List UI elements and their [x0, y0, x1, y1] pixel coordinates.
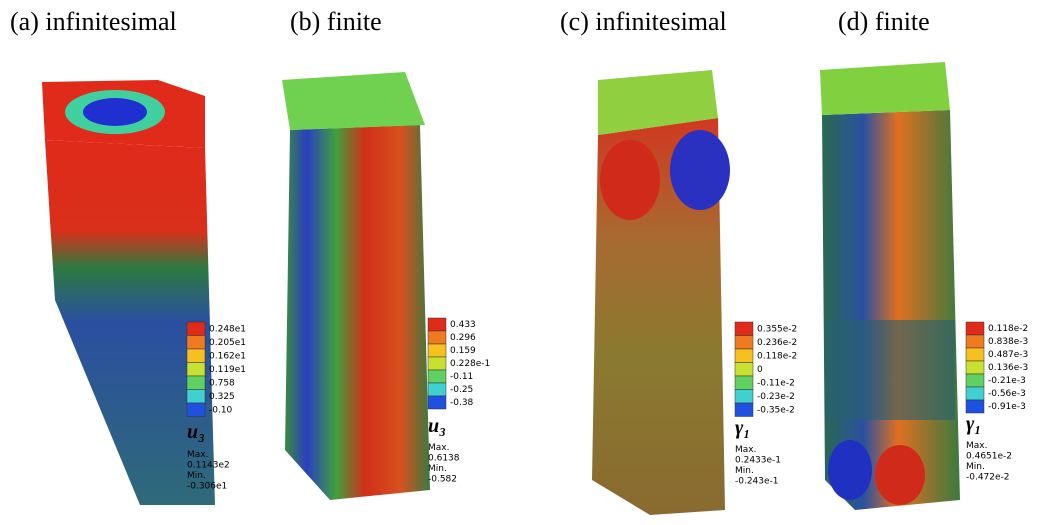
legend-tick: -0.10 — [209, 405, 233, 415]
min-label: Min. — [428, 464, 447, 474]
min-value: -0.582 — [428, 475, 457, 485]
min-label: Min. — [187, 471, 206, 481]
legend-swatch — [735, 336, 753, 350]
legend-swatch — [735, 390, 753, 404]
legend-tick: 0.487e-3 — [988, 350, 1028, 360]
legend-tick: -0.38 — [450, 398, 474, 408]
legend-tick: 0.118e-2 — [757, 351, 797, 361]
render-c — [592, 70, 730, 515]
legend-tick: -0.35e-2 — [757, 405, 795, 415]
legend-swatch — [187, 390, 205, 404]
legend-tick: -0.56e-3 — [988, 389, 1026, 399]
legend-swatch — [735, 363, 753, 377]
legend-tick: 0.228e-1 — [450, 359, 490, 369]
legend-swatch — [428, 383, 446, 396]
legend-tick: 0.248e1 — [209, 324, 246, 334]
legend-tick: 0.118e-2 — [988, 324, 1028, 334]
min-value: -0.243e-1 — [735, 477, 779, 487]
legend-swatch — [966, 322, 984, 335]
min-label: Min. — [966, 462, 985, 472]
render-b — [282, 72, 430, 500]
legend-swatch — [187, 403, 205, 417]
legend-swatch — [187, 376, 205, 390]
legend-tick: 0.838e-3 — [988, 337, 1028, 347]
legend-tick: -0.11e-2 — [757, 378, 795, 388]
legend-swatch — [735, 376, 753, 390]
legend-swatch — [187, 363, 205, 377]
legend-swatch — [735, 322, 753, 336]
legend-swatch — [187, 322, 205, 336]
max-label: Max. — [428, 443, 449, 453]
legend-variable: u₃ — [187, 421, 205, 443]
legend-tick: 0.205e1 — [209, 338, 246, 348]
legend-tick: 0.159 — [450, 346, 476, 356]
legend-swatch — [966, 387, 984, 400]
legend-tick: 0.236e-2 — [757, 338, 797, 348]
panel-label: (b) finite — [290, 7, 382, 36]
panel-label: (a) infinitesimal — [10, 7, 177, 36]
legend-swatch — [428, 370, 446, 383]
legend-swatch — [428, 318, 446, 331]
legend-tick: 0.119e1 — [209, 365, 246, 375]
legend-tick: -0.91e-3 — [988, 402, 1026, 412]
min-value: -0.306e1 — [187, 482, 227, 492]
legend-swatch — [966, 374, 984, 387]
legend-tick: 0.433 — [450, 320, 476, 330]
legend-swatch — [187, 336, 205, 350]
legend-swatch — [966, 335, 984, 348]
legend-swatch — [428, 357, 446, 370]
legend-swatch — [428, 396, 446, 409]
legend-swatch — [966, 400, 984, 413]
legend-swatch — [428, 344, 446, 357]
max-value: 0.2433e-1 — [735, 456, 781, 466]
legend-variable: u₃ — [428, 415, 446, 437]
max-value: 0.4651e-2 — [966, 452, 1012, 462]
legend-swatch — [966, 361, 984, 374]
legend-tick: -0.23e-2 — [757, 392, 795, 402]
render-d — [820, 62, 960, 510]
legend-swatch — [187, 349, 205, 363]
legend-variable: γ₁ — [735, 417, 750, 439]
legend-tick: 0.162e1 — [209, 351, 246, 361]
legend-tick: 0.136e-3 — [988, 363, 1028, 373]
legend-tick: 0.325 — [209, 392, 235, 402]
panel-label: (c) infinitesimal — [560, 7, 727, 36]
legend-swatch — [966, 348, 984, 361]
max-value: 0.1143e2 — [187, 461, 230, 471]
legend-tick: 0.758 — [209, 378, 235, 388]
legend-tick: -0.25 — [450, 385, 473, 395]
legend-swatch — [735, 349, 753, 363]
max-label: Max. — [735, 445, 756, 455]
legend-tick: -0.11 — [450, 372, 473, 382]
legend-swatch — [428, 331, 446, 344]
panel-label: (d) finite — [838, 7, 930, 36]
legend-tick: 0 — [757, 365, 763, 375]
max-value: 0.6138 — [428, 454, 460, 464]
legend-tick: 0.296 — [450, 333, 476, 343]
figure: (a) infinitesimal 0.248e1 0.205e1 0.162e1 0.… — [0, 0, 1042, 525]
min-value: -0.472e-2 — [966, 473, 1010, 483]
legend-tick: -0.21e-3 — [988, 376, 1026, 386]
max-label: Max. — [966, 441, 987, 451]
legend-swatch — [735, 403, 753, 417]
min-label: Min. — [735, 466, 754, 476]
legend-tick: 0.355e-2 — [757, 324, 797, 334]
legend-variable: γ₁ — [966, 413, 981, 435]
max-label: Max. — [187, 450, 208, 460]
